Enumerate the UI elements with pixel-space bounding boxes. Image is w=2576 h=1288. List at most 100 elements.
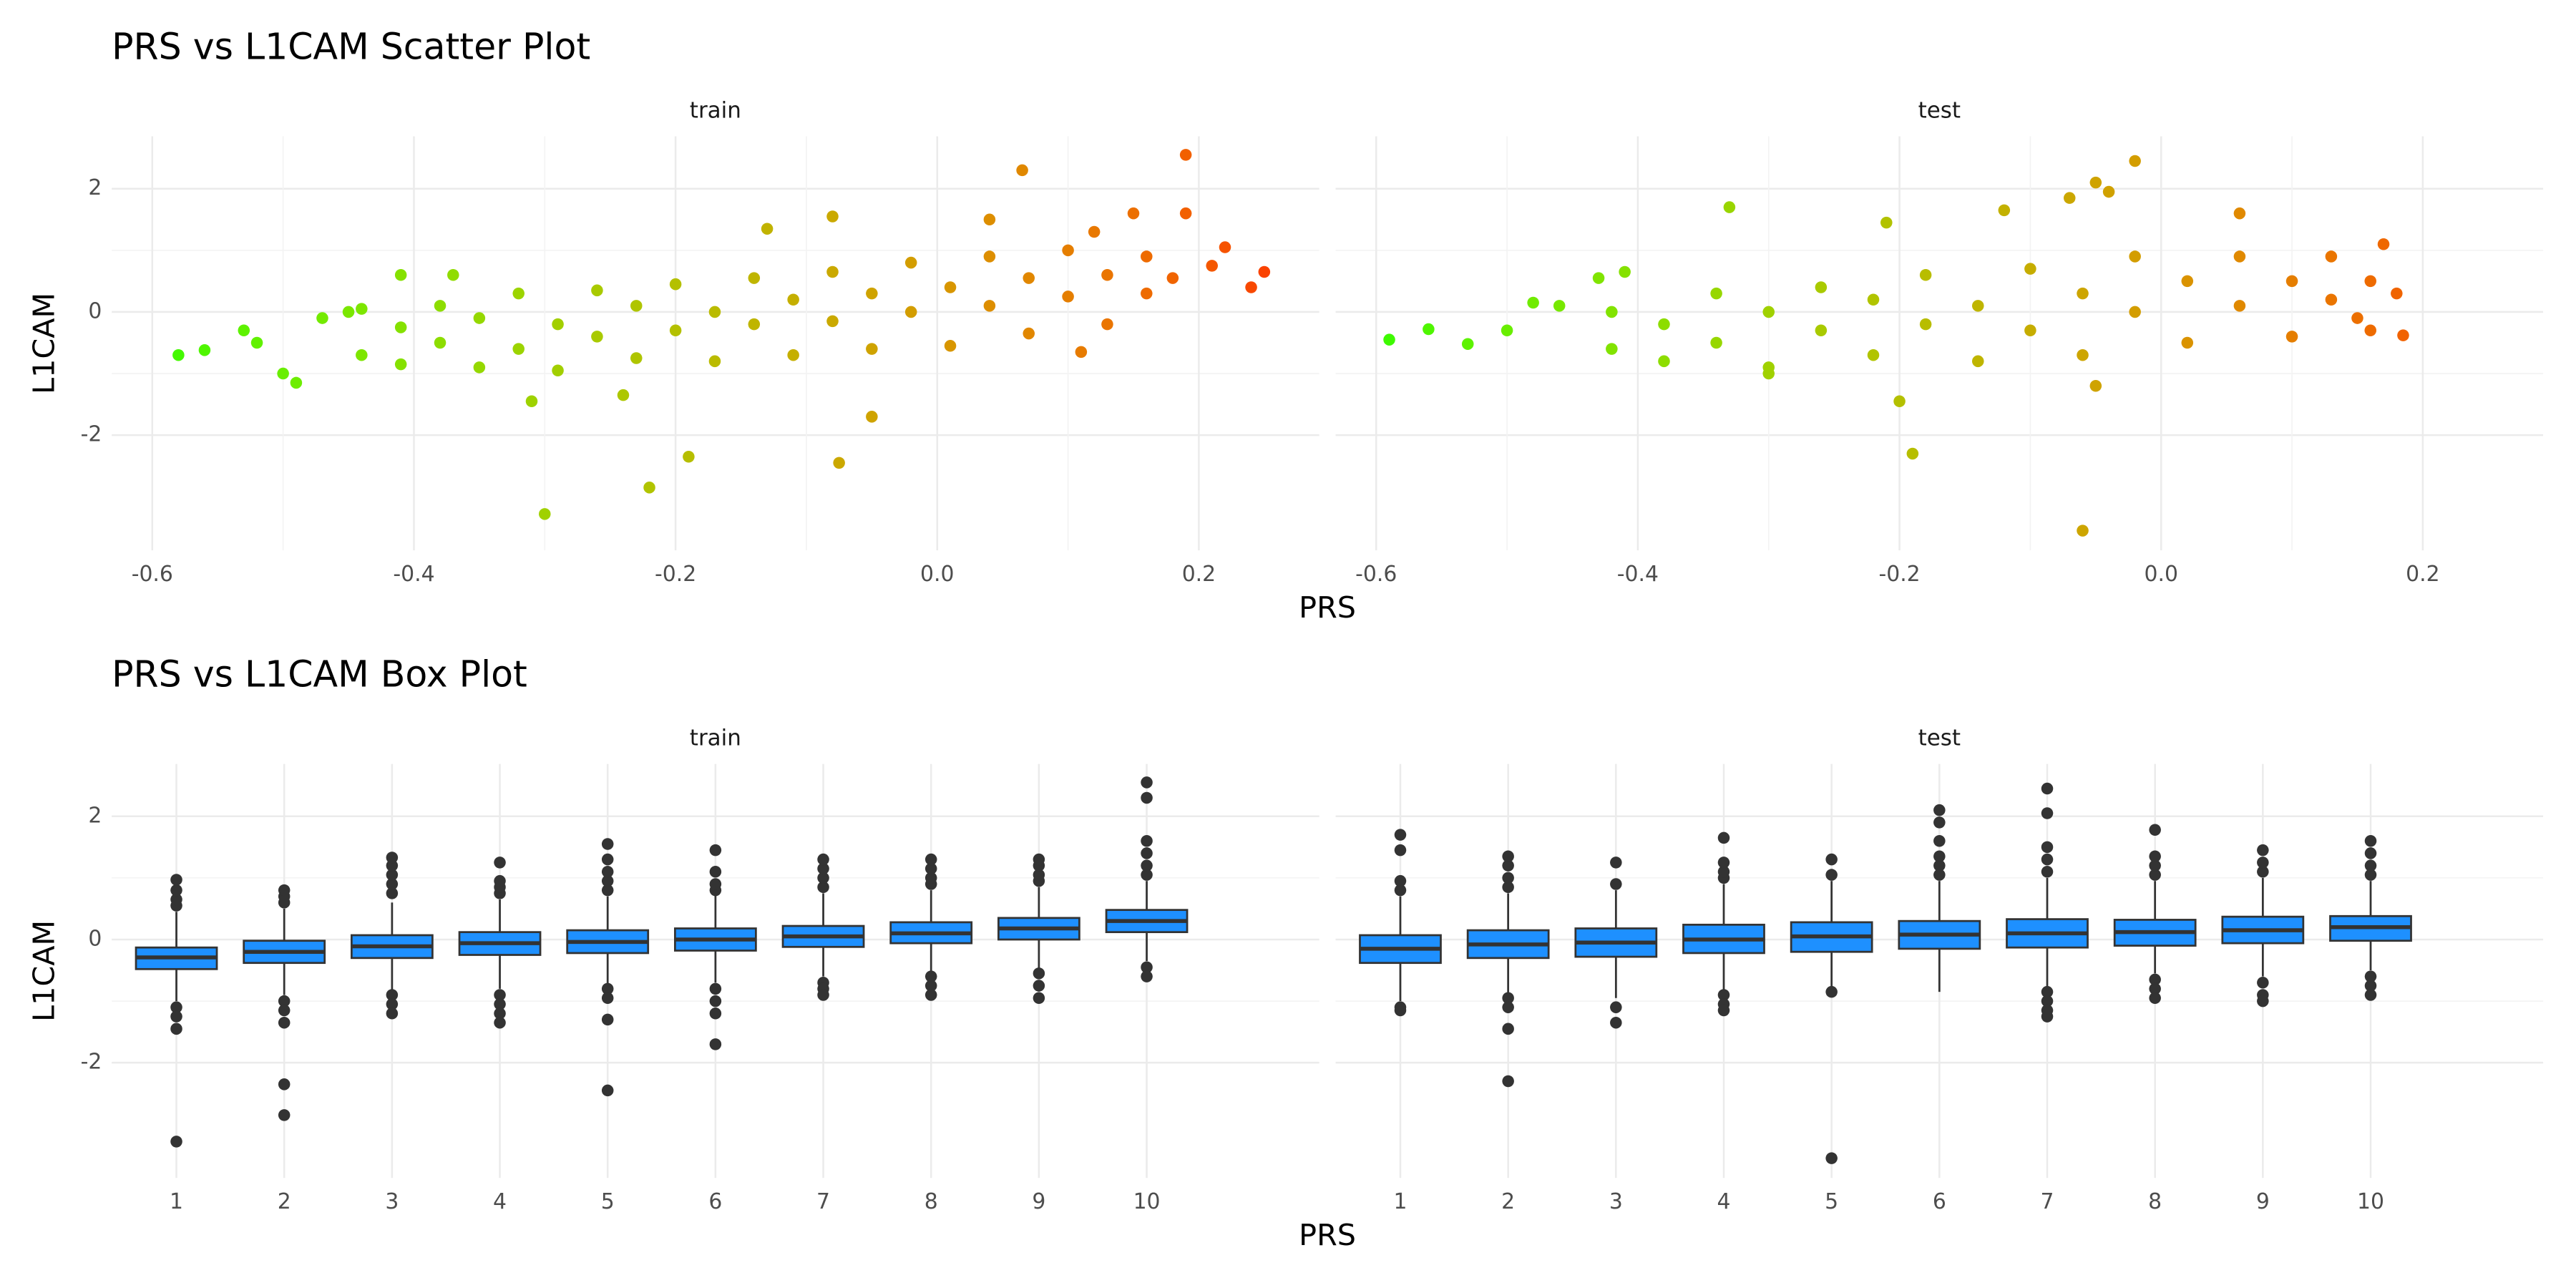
outlier [601, 866, 614, 878]
x-tick-label: 4 [493, 1189, 507, 1214]
outlier [2149, 992, 2161, 1005]
point [1219, 241, 1231, 253]
x-tick-label: 9 [2256, 1189, 2270, 1214]
x-tick-label: -0.2 [655, 562, 696, 587]
point [1919, 318, 1932, 331]
point [1062, 291, 1074, 303]
x-tick-label: 0.0 [2145, 562, 2178, 587]
x-tick-label: 4 [1717, 1189, 1731, 1214]
x-tick-label: 2 [1501, 1189, 1515, 1214]
outlier [1717, 1004, 1730, 1017]
point [394, 269, 407, 281]
y-axis-title: L1CAM [26, 920, 61, 1022]
outlier [1394, 844, 1407, 857]
point [2089, 176, 2102, 189]
outlier [2041, 1010, 2054, 1023]
strip-label: test [1918, 98, 1961, 124]
point [2181, 275, 2194, 288]
point [1383, 333, 1395, 346]
outlier [601, 838, 614, 850]
outlier [494, 874, 506, 887]
outlier [1033, 967, 1045, 980]
x-tick-label: 0.2 [1182, 562, 1216, 587]
outlier [817, 862, 829, 875]
x-tick-label: 10 [1133, 1189, 1161, 1214]
outlier [386, 869, 399, 881]
point [1658, 355, 1670, 368]
facet-panel: train -2 0 2 1 2 3 4 5 6 7 8 9 10 [81, 726, 1319, 1214]
x-tick-label: 6 [708, 1189, 722, 1214]
point [761, 223, 774, 235]
point [2285, 331, 2298, 343]
outlier [2257, 857, 2269, 869]
point [983, 250, 996, 263]
outlier [1502, 881, 1514, 894]
outlier [278, 995, 291, 1008]
point [2077, 348, 2089, 361]
outlier [2041, 866, 2054, 878]
point [983, 300, 996, 312]
y-tick-label: 2 [88, 803, 102, 828]
point [552, 364, 564, 376]
outlier [709, 982, 722, 995]
y-tick-label: 0 [88, 926, 102, 951]
outlier [278, 1078, 291, 1091]
outlier [601, 853, 614, 866]
outlier [601, 982, 614, 995]
outlier [601, 1013, 614, 1026]
outlier [1141, 869, 1153, 881]
outlier [1033, 853, 1045, 866]
point [394, 321, 407, 333]
outlier [1610, 878, 1622, 890]
point [2233, 300, 2246, 312]
outlier [1717, 866, 1730, 878]
point [643, 482, 655, 494]
point [356, 348, 368, 361]
point [2391, 287, 2403, 300]
outlier [1141, 791, 1153, 804]
outlier [1717, 831, 1730, 844]
point [1166, 272, 1179, 284]
point [1023, 272, 1035, 284]
point [2129, 306, 2141, 318]
outlier [2364, 859, 2377, 872]
point [1867, 348, 1880, 361]
outlier [278, 1016, 291, 1029]
outlier [1933, 869, 1946, 881]
point [1710, 287, 1722, 300]
outlier [1717, 989, 1730, 1001]
point [1592, 272, 1605, 284]
outlier [1141, 834, 1153, 847]
point [2181, 336, 2194, 349]
outlier [494, 1016, 506, 1029]
point [1023, 327, 1035, 340]
point [1880, 216, 1893, 229]
outlier [2364, 847, 2377, 859]
outlier [1825, 1152, 1838, 1164]
point [1893, 395, 1906, 408]
point [630, 300, 643, 312]
point [904, 306, 917, 318]
outlier [2149, 850, 2161, 863]
point [342, 306, 355, 318]
point [630, 352, 643, 364]
outlier [386, 1008, 399, 1020]
point [1088, 225, 1101, 238]
point [1815, 324, 1828, 337]
point [1972, 355, 1984, 368]
point [434, 336, 447, 349]
outlier [924, 970, 937, 982]
outlier [2041, 995, 2054, 1008]
point [1972, 300, 1984, 312]
point [591, 331, 603, 343]
x-tick-label: 1 [170, 1189, 183, 1214]
point [826, 315, 839, 328]
point [944, 281, 957, 293]
outlier [1502, 1023, 1514, 1035]
y-tick-label: 0 [88, 298, 102, 323]
point [1815, 281, 1828, 293]
outlier [278, 884, 291, 897]
outlier [2149, 824, 2161, 836]
y-tick-label: 2 [88, 175, 102, 200]
